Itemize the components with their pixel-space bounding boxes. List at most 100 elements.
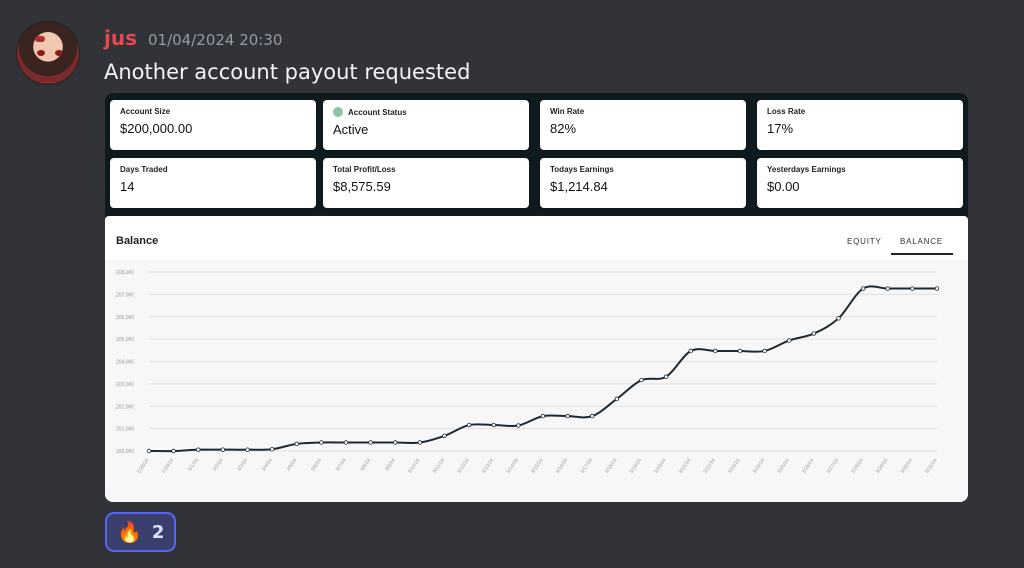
chart-title: Balance [116, 235, 159, 247]
x-tick-label: 3/7/24 [335, 458, 348, 473]
x-tick-label: 3/13/24 [481, 458, 496, 475]
stat-value: 14 [120, 179, 135, 194]
stat-label: Account Status [333, 107, 519, 117]
data-point [934, 286, 940, 291]
x-tick-label: 3/10/24 [407, 458, 422, 475]
x-tick-label: 3/11/24 [432, 458, 446, 475]
data-point [417, 440, 423, 445]
x-tick-label: 3/5/24 [285, 458, 298, 473]
x-tick-label: 3/23/24 [727, 458, 742, 475]
chart-area: 200,000 201,000 202,000 203,000 204,000 205,0… [105, 260, 968, 502]
stat-label: Yesterdays Earnings [767, 165, 953, 174]
data-point [688, 348, 693, 354]
tab-equity[interactable]: EQUITY [847, 237, 882, 246]
stat-value: Active [333, 122, 369, 137]
avatar-eye-left [37, 50, 45, 56]
data-point [294, 441, 299, 447]
data-point [713, 348, 718, 354]
data-point [565, 413, 570, 419]
active-tab-indicator [891, 253, 953, 255]
stat-label: Win Rate [550, 107, 736, 116]
stat-label: Loss Rate [767, 107, 953, 116]
stat-label-text: Loss Rate [767, 107, 806, 116]
x-tick-label: 3/18/24 [604, 458, 619, 475]
stat-card: Yesterdays Earnings $0.00 [757, 158, 963, 208]
data-point [663, 374, 669, 379]
fire-emoji-icon: 🔥 [117, 520, 142, 544]
y-tick-label: 202,000 [116, 404, 134, 410]
data-point [614, 396, 620, 402]
status-dot-icon [333, 107, 343, 117]
x-tick-label: 3/14/24 [506, 458, 521, 475]
data-point [491, 422, 496, 428]
y-tick-label: 204,000 [116, 360, 134, 366]
balance-chart-panel: Balance EQUITY BALANCE 200,000 201,000 202… [105, 216, 968, 502]
x-tick-label: 3/25/24 [776, 458, 791, 475]
x-tick-label: 3/2/24 [212, 458, 225, 473]
stat-label-text: Yesterdays Earnings [767, 165, 846, 174]
stat-value: $200,000.00 [120, 121, 193, 136]
data-point [737, 348, 743, 354]
data-point [269, 447, 275, 452]
data-point [368, 440, 373, 445]
data-point [860, 286, 866, 291]
x-tick-label: 3/1/24 [187, 458, 200, 473]
reaction-button[interactable]: 🔥 2 [105, 512, 176, 552]
x-tick-label: 3/21/24 [678, 458, 693, 475]
data-point [343, 440, 349, 445]
timestamp: 01/04/2024 20:30 [148, 31, 283, 49]
x-tick-label: 3/6/24 [310, 458, 323, 473]
y-tick-label: 200,000 [116, 449, 134, 455]
balance-line-chart: 200,000 201,000 202,000 203,000 204,000 205,0… [116, 270, 940, 475]
y-tick-label: 201,000 [116, 427, 134, 433]
data-point [639, 377, 644, 383]
stat-value: $8,575.59 [333, 179, 391, 194]
data-point [787, 338, 792, 343]
balance-series-line [148, 285, 937, 453]
x-tick-label: 3/8/24 [359, 458, 372, 473]
stat-card: Account Status Active [323, 100, 529, 150]
x-tick-label: 3/9/24 [384, 458, 397, 473]
data-point [171, 448, 176, 454]
stat-card: Days Traded 14 [110, 158, 316, 208]
data-point [540, 413, 546, 419]
stat-label: Total Profit/Loss [333, 165, 519, 174]
stat-value: 17% [767, 121, 794, 136]
stat-label-text: Account Status [348, 107, 407, 117]
x-tick-label: 3/19/24 [629, 458, 644, 475]
username[interactable]: jus [104, 26, 137, 50]
stat-card: Account Size $200,000.00 [110, 100, 316, 150]
stat-label: Days Traded [120, 165, 306, 174]
data-point [811, 331, 817, 336]
x-tick-label: 3/22/24 [703, 458, 718, 475]
reaction-count: 2 [151, 521, 165, 543]
data-point [516, 423, 521, 428]
embed-image[interactable]: Account Size $200,000.00 Account Status Act… [105, 93, 968, 502]
x-tick-label: 3/26/24 [801, 458, 816, 475]
x-tick-label: 2/28/24 [136, 458, 151, 475]
data-point [590, 413, 595, 419]
data-point [245, 447, 250, 452]
stat-value: $1,214.84 [550, 179, 608, 194]
x-tick-label: 2/29/24 [161, 458, 176, 475]
x-tick-label: 3/31/24 [924, 458, 939, 475]
data-point [442, 433, 447, 438]
tab-balance[interactable]: BALANCE [900, 237, 943, 246]
stat-value: 82% [550, 121, 577, 136]
message-text: Another account payout requested [104, 60, 471, 84]
x-tick-label: 3/16/24 [555, 458, 570, 475]
avatar[interactable] [16, 21, 80, 85]
data-point [910, 286, 915, 291]
x-tick-label: 3/27/24 [826, 458, 841, 475]
y-tick-label: 203,000 [116, 382, 134, 388]
stat-label-text: Todays Earnings [550, 165, 614, 174]
stat-card: Loss Rate 17% [757, 100, 963, 150]
x-tick-label: 3/28/24 [850, 458, 865, 475]
data-point [220, 447, 226, 452]
y-tick-label: 207,000 [116, 292, 134, 298]
data-point [146, 448, 152, 454]
y-tick-label: 206,000 [116, 315, 134, 321]
x-tick-label: 3/29/24 [875, 458, 890, 475]
avatar-scar [35, 36, 45, 42]
stat-card: Todays Earnings $1,214.84 [540, 158, 746, 208]
